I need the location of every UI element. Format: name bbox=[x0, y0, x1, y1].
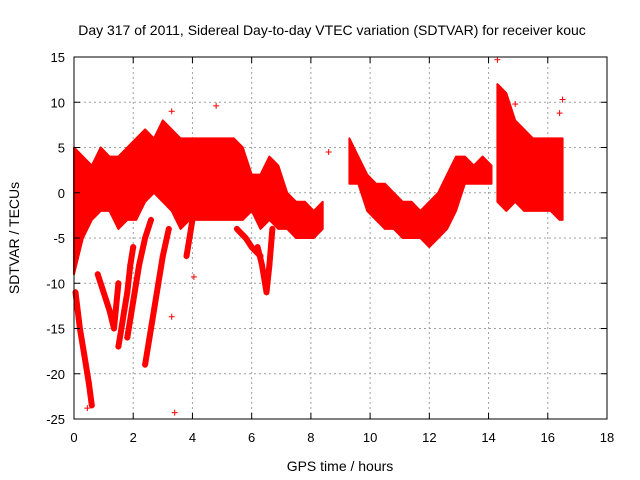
data-point bbox=[259, 262, 266, 269]
data-point bbox=[106, 307, 113, 314]
data-point bbox=[124, 334, 131, 341]
data-point bbox=[121, 307, 128, 314]
y-tick-label: 5 bbox=[58, 141, 65, 156]
data-point bbox=[136, 262, 143, 269]
data-point-outlier bbox=[168, 108, 175, 115]
data-point-outlier bbox=[171, 409, 178, 416]
y-tick-label: 0 bbox=[58, 186, 65, 201]
data-point-outlier bbox=[190, 273, 197, 280]
grid bbox=[74, 57, 607, 419]
data-point-outlier bbox=[213, 102, 220, 109]
data-band bbox=[73, 119, 324, 276]
data-point bbox=[100, 289, 107, 296]
data-spike bbox=[233, 225, 264, 260]
x-tick-label: 14 bbox=[481, 430, 495, 445]
data-point bbox=[189, 216, 196, 223]
data-point bbox=[186, 235, 193, 241]
data-spike bbox=[72, 289, 95, 409]
data-spike bbox=[115, 244, 137, 350]
data-point bbox=[266, 262, 273, 269]
data-point bbox=[110, 325, 117, 332]
x-tick-label: 10 bbox=[363, 430, 377, 445]
data-point bbox=[153, 289, 160, 296]
data-point bbox=[115, 280, 122, 287]
data-band bbox=[496, 83, 564, 221]
data-point bbox=[127, 262, 134, 269]
data-point bbox=[269, 225, 276, 232]
y-tick-label: 15 bbox=[51, 50, 65, 65]
data-point-outlier bbox=[559, 96, 566, 103]
data-point bbox=[242, 235, 249, 241]
ticks: 0 2 4 6 8 10 12 14 16 18 -25 -20 -15 -10 -5 0 5 10 15 bbox=[46, 50, 614, 445]
data-point bbox=[248, 244, 255, 251]
data-point-outlier bbox=[512, 101, 519, 108]
data-point-outlier bbox=[325, 149, 332, 156]
plot-area bbox=[72, 56, 566, 416]
y-tick-label: -25 bbox=[46, 412, 65, 427]
data-point bbox=[72, 289, 79, 296]
data-point bbox=[88, 402, 95, 409]
data-point bbox=[94, 271, 101, 278]
y-tick-label: -10 bbox=[46, 276, 65, 291]
data-point bbox=[118, 325, 125, 332]
y-tick-label: -5 bbox=[53, 231, 65, 246]
data-point bbox=[233, 225, 240, 232]
x-tick-label: 8 bbox=[307, 430, 314, 445]
data-point-outlier bbox=[84, 405, 91, 412]
data-point bbox=[142, 361, 149, 368]
data-point bbox=[142, 235, 149, 241]
data-point bbox=[130, 244, 137, 251]
data-spike bbox=[94, 271, 122, 332]
y-tick-label: -20 bbox=[46, 367, 65, 382]
data-point-outlier bbox=[494, 56, 501, 63]
data-point bbox=[147, 325, 154, 332]
x-axis-label: GPS time / hours bbox=[287, 458, 394, 474]
x-tick-label: 18 bbox=[600, 430, 614, 445]
data-point bbox=[147, 216, 154, 223]
x-tick-label: 0 bbox=[70, 430, 77, 445]
data-point bbox=[130, 298, 137, 305]
y-tick-label: -15 bbox=[46, 322, 65, 337]
x-tick-label: 2 bbox=[130, 430, 137, 445]
data-point bbox=[263, 289, 270, 296]
chart-title: Day 317 of 2011, Sidereal Day-to-day VTE… bbox=[78, 22, 586, 38]
data-point-outlier bbox=[556, 110, 563, 117]
data-point bbox=[183, 253, 190, 260]
data-spike bbox=[142, 225, 172, 368]
x-tick-label: 16 bbox=[541, 430, 555, 445]
data-point bbox=[85, 379, 92, 386]
y-tick-label: 10 bbox=[51, 95, 65, 110]
x-tick-label: 6 bbox=[248, 430, 255, 445]
y-axis-label: SDTVAR / TECUs bbox=[6, 182, 22, 294]
data-point bbox=[115, 343, 122, 350]
data-band bbox=[348, 137, 493, 249]
data-point-outlier bbox=[168, 313, 175, 320]
data-point bbox=[81, 352, 88, 359]
data-point bbox=[165, 225, 172, 232]
data-point bbox=[159, 253, 166, 260]
data-point bbox=[257, 253, 264, 260]
x-tick-label: 12 bbox=[422, 430, 436, 445]
x-tick-label: 4 bbox=[189, 430, 196, 445]
data-point bbox=[124, 289, 131, 296]
